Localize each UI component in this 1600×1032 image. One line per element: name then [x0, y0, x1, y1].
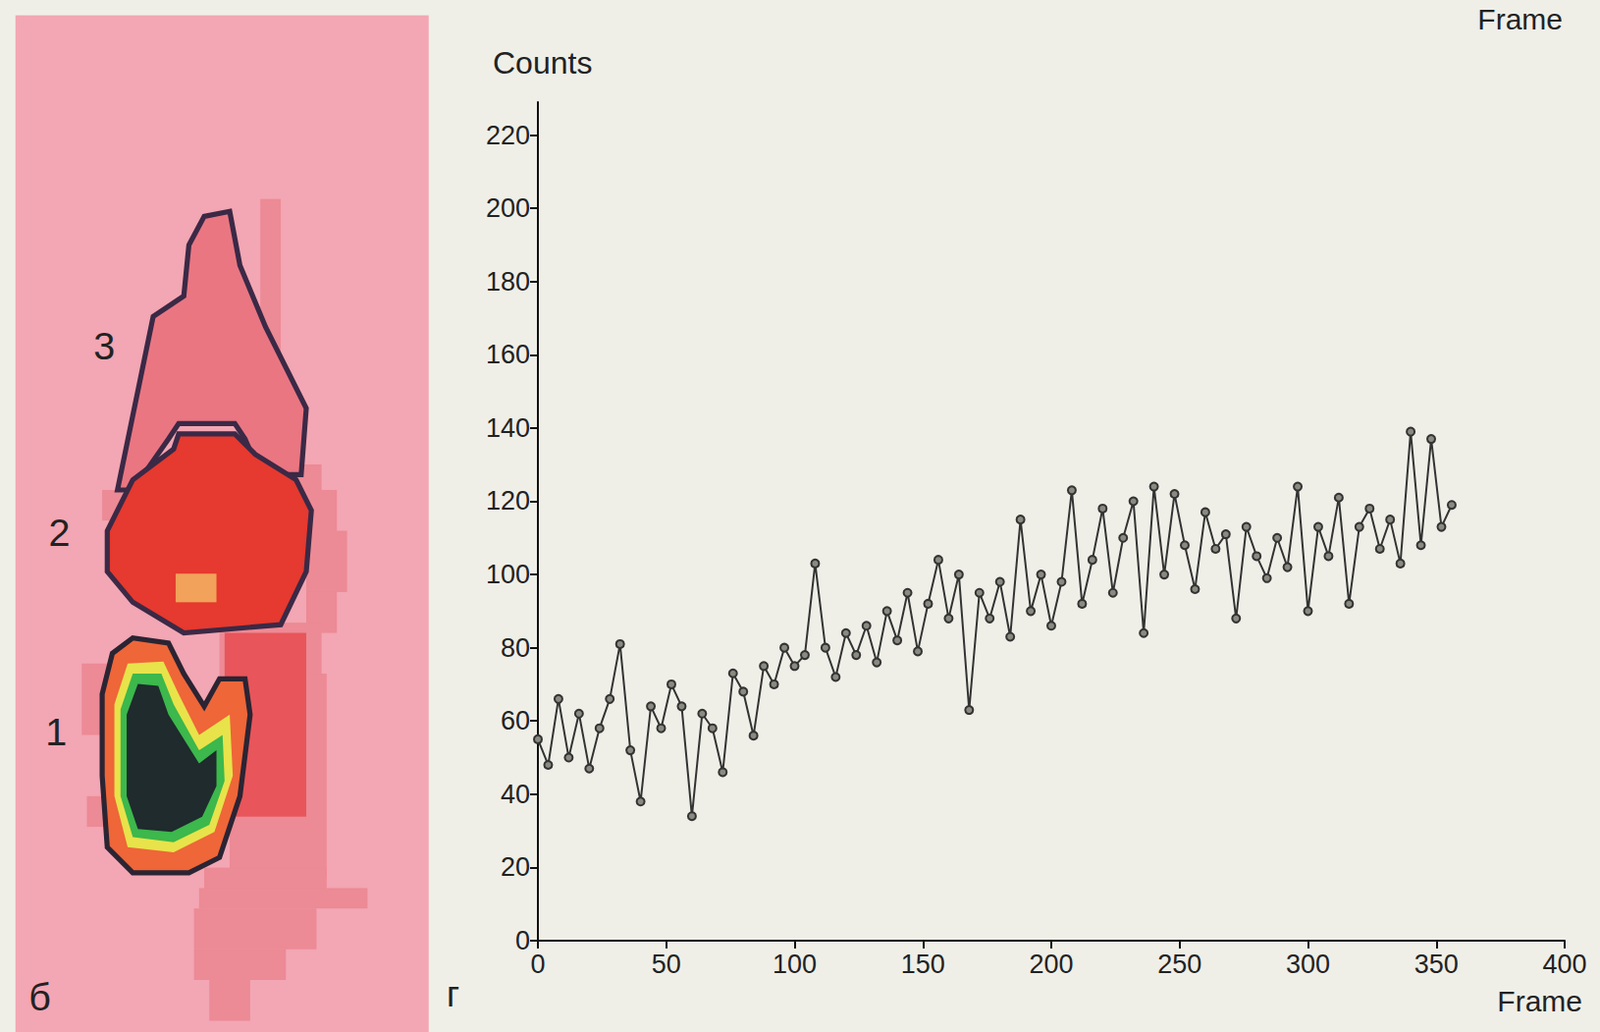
svg-text:50: 50 [651, 949, 682, 979]
svg-text:2: 2 [48, 510, 70, 554]
svg-text:140: 140 [485, 413, 531, 443]
svg-text:г: г [446, 973, 460, 1014]
svg-text:180: 180 [485, 266, 531, 297]
svg-text:150: 150 [901, 949, 946, 979]
svg-text:1: 1 [45, 709, 67, 753]
svg-text:200: 200 [1028, 949, 1073, 979]
svg-text:0: 0 [530, 949, 545, 979]
svg-text:250: 250 [1157, 949, 1202, 979]
svg-text:40: 40 [500, 779, 531, 809]
svg-text:Frame: Frame [1477, 2, 1563, 36]
svg-text:200: 200 [485, 193, 531, 223]
svg-text:3: 3 [93, 323, 115, 368]
svg-text:100: 100 [772, 949, 817, 979]
svg-text:100: 100 [485, 559, 531, 589]
svg-text:20: 20 [500, 852, 531, 882]
svg-text:220: 220 [485, 120, 531, 151]
svg-text:160: 160 [485, 339, 531, 370]
svg-text:120: 120 [485, 485, 531, 516]
svg-text:Frame: Frame [1496, 984, 1583, 1017]
svg-text:б: б [28, 974, 52, 1018]
svg-text:80: 80 [500, 633, 531, 663]
svg-text:300: 300 [1285, 949, 1331, 979]
svg-text:400: 400 [1542, 949, 1587, 979]
svg-text:0: 0 [515, 925, 531, 956]
svg-text:Counts: Counts [492, 45, 592, 81]
svg-text:350: 350 [1414, 949, 1459, 979]
svg-text:60: 60 [500, 705, 531, 736]
